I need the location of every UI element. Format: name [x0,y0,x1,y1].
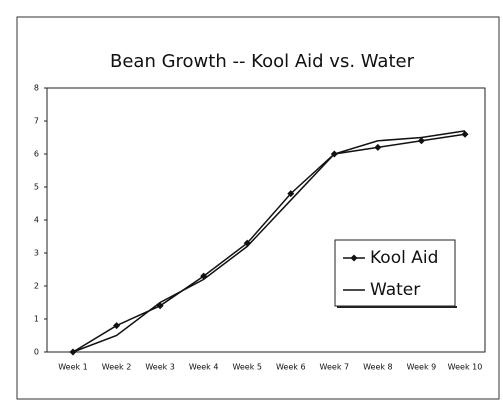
marker [461,130,469,138]
chart-title: Bean Growth -- Kool Aid vs. Water [110,51,415,72]
marker [287,190,295,198]
y-tick-label: 0 [34,348,39,357]
y-tick-label: 3 [34,249,39,258]
marker [374,143,382,151]
x-tick-label: Week 8 [363,363,393,372]
series-line [72,130,466,353]
chart-border [16,16,500,400]
x-tick-label: Week 3 [145,363,175,372]
x-tick-label: Week 5 [232,363,262,372]
y-tick-label: 4 [34,216,39,225]
y-tick-label: 2 [34,282,39,291]
x-tick-label: Week 7 [320,363,350,372]
series-line [72,133,466,353]
plot-area [46,87,486,353]
marker [113,322,121,330]
x-tick-label: Week 2 [102,363,132,372]
legend-shadow [337,306,457,308]
x-tick-label: Week 6 [276,363,306,372]
legend-label: Kool Aid [370,248,438,268]
marker [417,137,425,145]
y-tick-label: 5 [34,183,39,192]
x-tick-label: Week 1 [58,363,88,372]
y-tick-label: 7 [34,117,39,126]
legend-box [334,239,456,307]
legend-label: Water [370,280,420,300]
y-tick-label: 8 [34,84,39,93]
x-tick-label: Week 4 [189,363,219,372]
x-tick-label: Week 9 [407,363,437,372]
y-tick-label: 6 [34,150,39,159]
x-tick-label: Week 10 [448,363,483,372]
y-tick-label: 1 [34,315,39,324]
legend-marker [350,254,358,262]
